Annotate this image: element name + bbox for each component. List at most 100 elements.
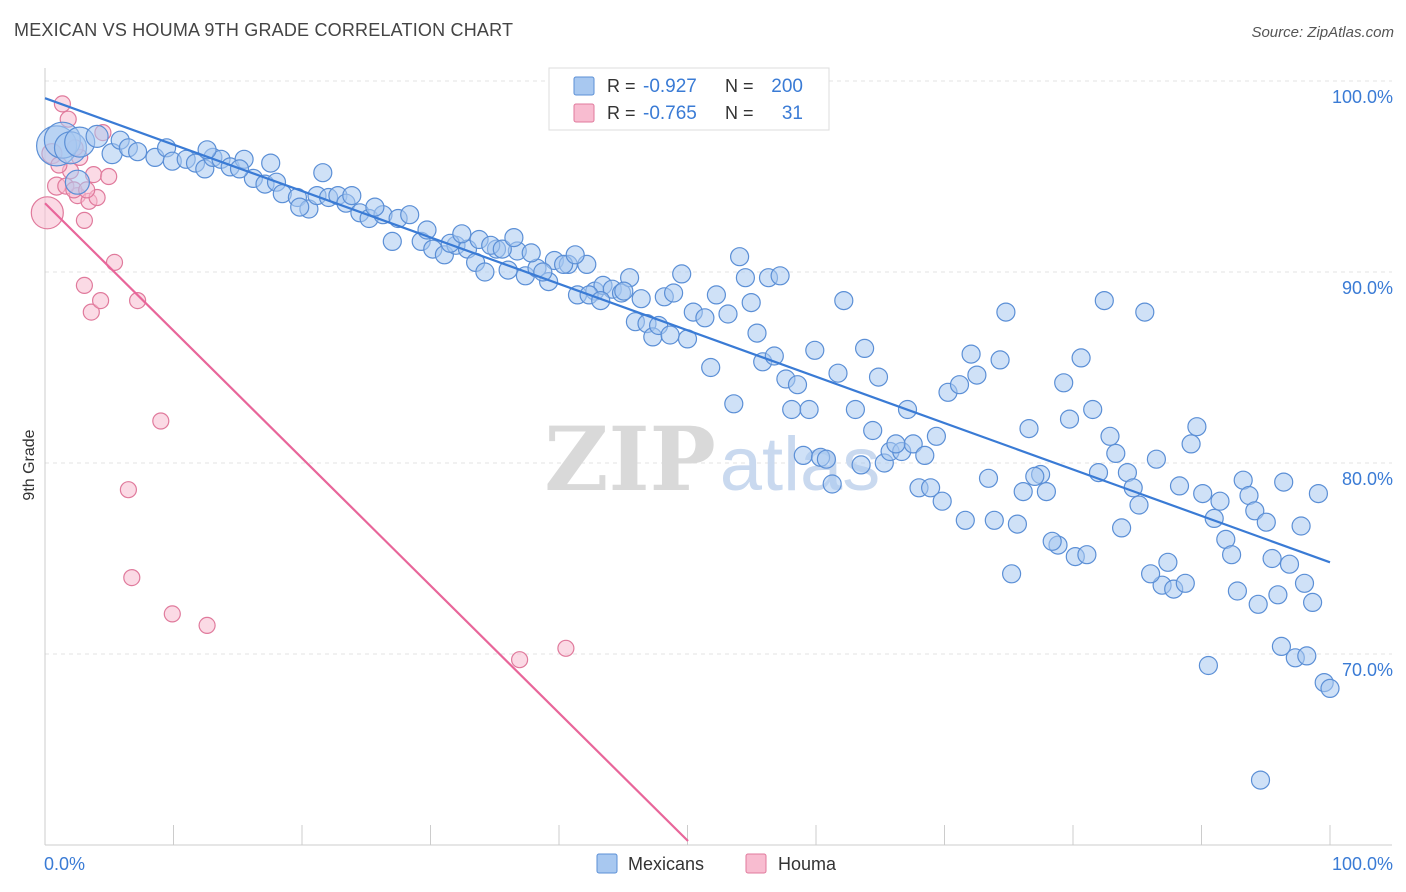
mexicans-point — [1083, 399, 1103, 420]
houma-point — [123, 568, 141, 587]
mexicans-point — [591, 291, 611, 311]
legend-mexicans-swatch — [596, 853, 618, 874]
y-axis-label: 9th Grade — [21, 429, 38, 500]
mexicans-point — [614, 281, 634, 301]
mexicans-point — [475, 262, 495, 282]
mexicans-point — [128, 142, 148, 162]
mexicans-point — [663, 283, 684, 303]
mexicans-point — [400, 205, 420, 225]
houma-point — [129, 292, 147, 310]
mexicans-point — [828, 363, 848, 383]
chart-title: MEXICAN VS HOUMA 9TH GRADE CORRELATION C… — [14, 20, 514, 40]
houma-point — [152, 412, 170, 430]
mexicans-point — [920, 478, 941, 498]
mexicans-point — [1227, 581, 1248, 601]
mexicans-point — [1007, 514, 1028, 534]
mexicans-n-label: N = — [725, 76, 754, 96]
mexicans-point — [1297, 646, 1317, 666]
y-tick-label: 100.0% — [1332, 87, 1393, 107]
y-tick-label: 90.0% — [1342, 278, 1393, 298]
mexicans-point — [845, 399, 866, 420]
watermark-zip: ZIP — [544, 407, 716, 511]
mexicans-point — [313, 163, 333, 183]
mexicans-point — [729, 247, 750, 267]
houma-point — [91, 292, 110, 310]
mexicans-point — [932, 491, 952, 511]
mexicans-point — [1294, 573, 1315, 593]
mexicans-point — [1059, 409, 1080, 429]
mexicans-point — [1169, 476, 1190, 496]
mexicans-point — [1140, 564, 1161, 584]
mexicans-n-value: 200 — [771, 76, 803, 97]
mexicans-point — [822, 474, 842, 494]
mexicans-point — [854, 338, 875, 358]
legend-houma-label: Houma — [778, 854, 837, 874]
mexicans-point — [1271, 636, 1292, 657]
mexicans-point — [492, 239, 512, 259]
mexicans-trendline — [44, 97, 1331, 564]
mexicans-series — [35, 121, 1340, 790]
mexicans-point — [1175, 573, 1195, 593]
mexicans-point — [1302, 592, 1323, 613]
stats-legend-box — [548, 67, 830, 131]
mexicans-point — [770, 266, 790, 286]
mexicans-point — [984, 510, 1004, 530]
mexicans-point — [834, 291, 854, 311]
mexicans-point — [85, 124, 109, 148]
houma-point — [100, 167, 118, 186]
mexicans-point — [851, 455, 871, 475]
mexicans-point — [1221, 545, 1242, 565]
mexicans-point — [706, 285, 727, 305]
mexicans-point — [631, 289, 651, 309]
watermark: ZIP atlas — [544, 407, 880, 511]
mexicans-point — [1279, 554, 1300, 574]
mexicans-point — [868, 367, 889, 387]
mexicans-point — [1250, 770, 1271, 790]
mexicans-point — [724, 394, 744, 414]
mexicans-point — [565, 245, 585, 265]
mexicans-point — [498, 260, 518, 280]
mexicans-point — [1019, 419, 1039, 439]
houma-series — [30, 95, 575, 669]
mexicans-r-value: -0.927 — [643, 76, 697, 97]
mexicans-point — [926, 426, 947, 446]
houma-point — [105, 253, 124, 271]
houma-r-label: R = — [607, 103, 636, 123]
mexicans-point — [1210, 491, 1230, 511]
trendlines — [44, 97, 1331, 842]
mexicans-point — [799, 399, 819, 420]
source-credit: Source: ZipAtlas.com — [1251, 24, 1394, 41]
houma-n-label: N = — [725, 103, 754, 123]
houma-point — [30, 196, 64, 230]
stats-legend: R = -0.927 N = 200 R = -0.765 N = 31 — [548, 67, 830, 131]
mexicans-point — [1262, 548, 1282, 569]
mexicans-point — [1001, 564, 1022, 584]
mexicans-point — [1158, 552, 1178, 572]
mexicans-point — [1268, 585, 1288, 605]
mexicans-point — [961, 344, 981, 364]
mexicans-point — [886, 434, 906, 454]
mexicans-point — [955, 510, 975, 530]
legend-houma-swatch — [745, 853, 767, 874]
mexicans-point — [1198, 655, 1219, 676]
mexicans-point — [1129, 495, 1149, 515]
mexicans-point — [1274, 472, 1294, 492]
houma-swatch — [573, 103, 595, 123]
mexicans-point — [1100, 426, 1120, 446]
x-tick-label: 100.0% — [1332, 854, 1393, 874]
tick-labels: 70.0% 80.0% 90.0% 100.0% 0.0% 100.0% — [44, 87, 1393, 874]
houma-point — [119, 481, 137, 499]
mexicans-point — [1187, 417, 1207, 437]
mexicans-point — [1291, 516, 1311, 536]
mexicans-r-label: R = — [607, 76, 636, 96]
houma-trendline — [44, 202, 689, 842]
mexicans-point — [290, 197, 310, 217]
mexicans-point — [805, 340, 825, 360]
houma-point — [557, 639, 575, 657]
mexicans-point — [365, 197, 385, 217]
mexicans-point — [504, 228, 524, 248]
houma-point — [198, 616, 216, 635]
mexicans-swatch — [573, 76, 595, 96]
mexicans-point — [1308, 484, 1329, 504]
